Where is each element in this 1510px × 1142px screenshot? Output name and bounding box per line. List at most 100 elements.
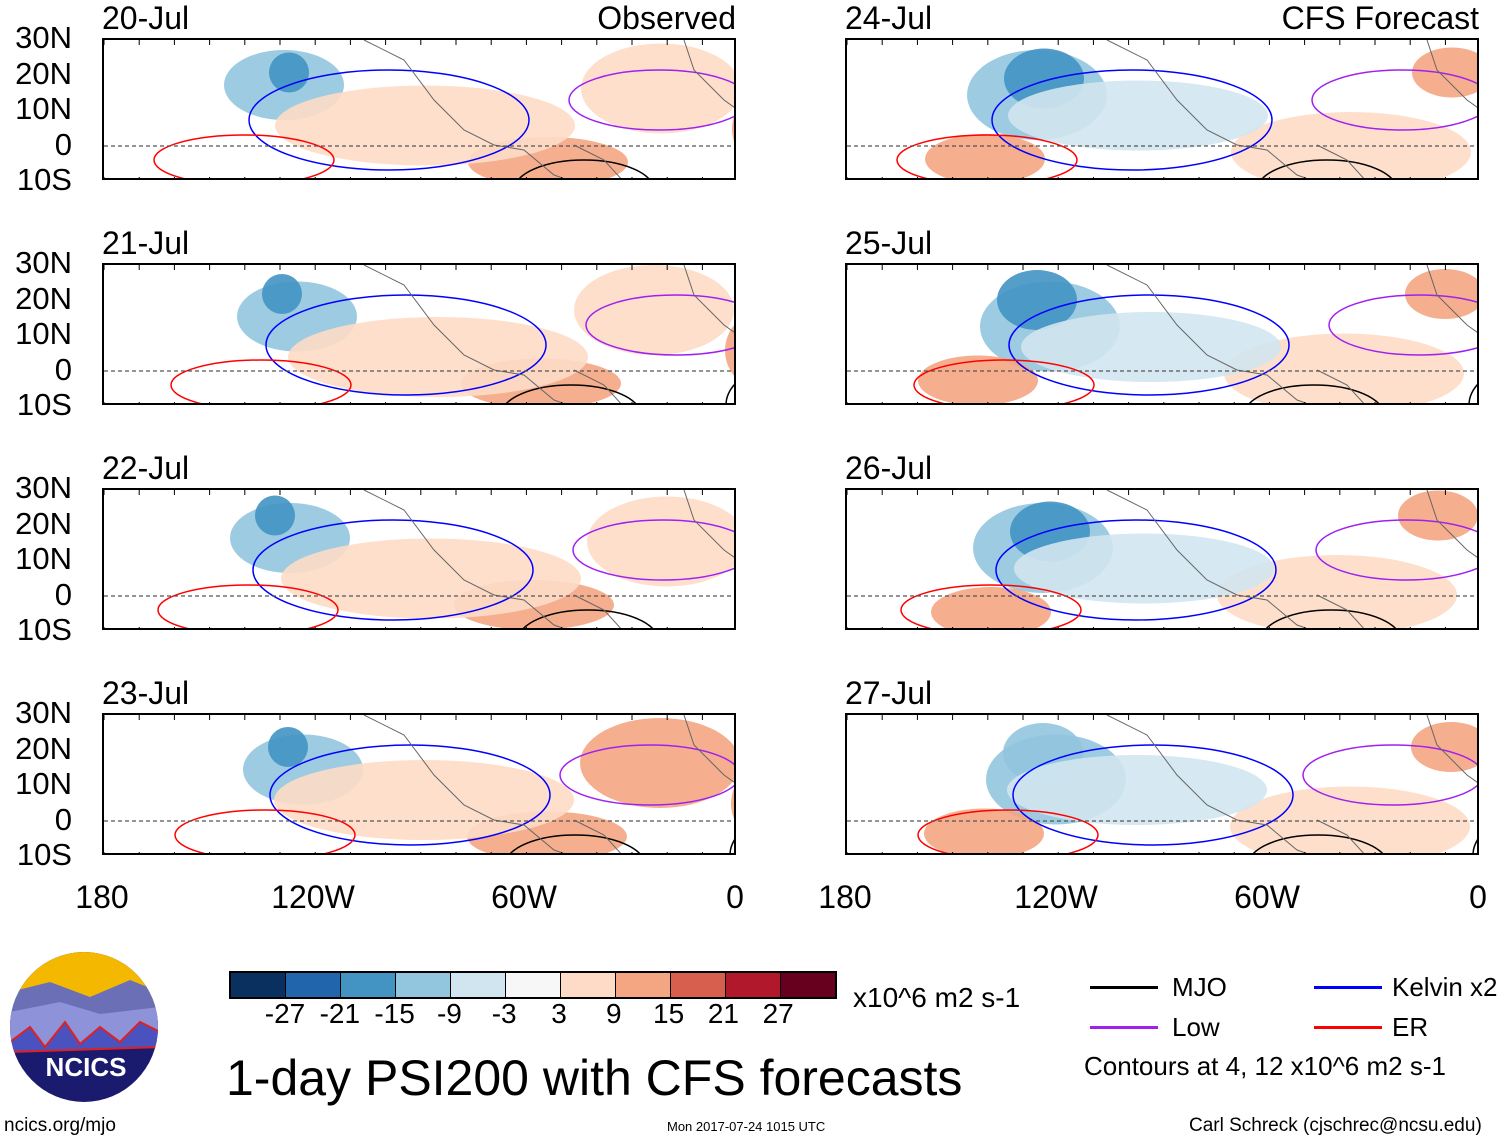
wave-contour (252, 519, 534, 621)
colorbar-swatch (341, 973, 396, 997)
wave-contour (153, 134, 335, 178)
map-panel (845, 488, 1479, 630)
panel-date: 27-Jul (845, 675, 933, 711)
map-panel (845, 263, 1479, 405)
wave-contour (269, 744, 551, 846)
wave-contour (1261, 159, 1393, 178)
psi-anomaly-blob (924, 808, 1044, 853)
panel-date: 20-Jul (102, 0, 190, 36)
colorbar-label: 15 (653, 998, 685, 1029)
wave-contour (1252, 834, 1384, 853)
psi-anomaly-blob (1007, 755, 1267, 825)
lon-label: 60W (1234, 879, 1300, 915)
legend-kelvin-line (1314, 986, 1382, 989)
legend-contours-note: Contours at 4, 12 x10^6 m2 s-1 (1084, 1051, 1446, 1081)
wave-contour (1311, 69, 1477, 131)
colorbar-label: 3 (551, 998, 567, 1029)
panel-source-label: Observed (597, 0, 736, 36)
coastline (363, 490, 734, 628)
coastline (363, 40, 734, 178)
lat-label: 0 (54, 126, 72, 162)
lon-label: 120W (271, 879, 355, 915)
lon-label: 180 (75, 879, 129, 915)
wave-contour (157, 584, 339, 628)
wave-contour (991, 69, 1273, 171)
legend-kelvin: Kelvin x2 (1392, 972, 1498, 1002)
map-panel (102, 488, 736, 630)
psi-anomaly-blob (997, 270, 1077, 330)
logo-text: NCICS (46, 1052, 127, 1082)
colorbar-units: x10^6 m2 s-1 (853, 982, 1021, 1013)
psi-anomaly-blob (1014, 533, 1274, 604)
colorbar-label: -9 (436, 998, 462, 1029)
lat-label: 10N (15, 91, 72, 126)
wave-contour (572, 519, 734, 581)
footer-url[interactable]: ncics.org/mjo (4, 1115, 116, 1136)
legend-er: ER (1392, 1012, 1429, 1042)
ncics-logo: NCICS (10, 952, 158, 1102)
psi-anomaly-blob (1230, 786, 1470, 853)
colorbar-label: -21 (319, 998, 361, 1029)
colorbar-swatch (726, 973, 781, 997)
psi-anomaly-blob (269, 52, 309, 93)
psi-anomaly-blob (925, 134, 1045, 178)
psi-anomaly-blob (281, 538, 581, 619)
lat-label: 10S (16, 162, 72, 197)
map-panel (845, 713, 1479, 855)
colorbar-swatch (781, 973, 835, 997)
lat-label: 20N (15, 505, 72, 541)
psi-anomaly-blob (918, 355, 1038, 403)
colorbar-label: 27 (762, 998, 794, 1029)
coastline (363, 265, 734, 403)
wave-contour (505, 384, 637, 403)
lat-label: 10N (15, 766, 72, 801)
wave-contour (1328, 294, 1477, 356)
psi-anomaly-blob (1405, 269, 1477, 319)
psi-anomaly-blob (1231, 112, 1471, 178)
colorbar-label: -27 (264, 998, 306, 1029)
panel-date: 25-Jul (845, 225, 933, 261)
wave-contour (1012, 744, 1294, 846)
panel-source-label: CFS Forecast (1281, 0, 1479, 36)
wave-contour (1248, 384, 1380, 403)
lat-label: 30N (15, 470, 72, 505)
wave-contour (559, 744, 734, 806)
lat-label: 0 (54, 351, 72, 387)
psi-anomaly-blob (732, 116, 734, 142)
psi-anomaly-blob (274, 760, 574, 840)
psi-anomaly-blob (275, 85, 575, 166)
lat-label: 10S (16, 387, 72, 422)
figure-title: 1-day PSI200 with CFS forecasts (226, 1050, 963, 1106)
psi-anomaly-blob (1411, 722, 1477, 772)
colorbar-label: 21 (707, 998, 739, 1029)
psi-anomaly-blob (1224, 333, 1464, 403)
wave-contour (995, 519, 1277, 621)
wave-contour (900, 584, 1082, 628)
lat-label: 0 (54, 576, 72, 612)
wave-contour (1302, 744, 1477, 806)
colorbar-label: -3 (491, 998, 517, 1029)
footer-timestamp: Mon 2017-07-24 1015 UTC (667, 1119, 826, 1134)
map-panel (102, 263, 736, 405)
psi-anomaly-blob (1412, 47, 1477, 98)
colorbar-swatch (506, 973, 561, 997)
lat-label: 10N (15, 316, 72, 351)
colorbar-swatch (616, 973, 671, 997)
wave-contour (585, 294, 734, 356)
psi-anomaly-blob (587, 496, 734, 587)
panel-date: 21-Jul (102, 225, 190, 261)
psi-anomaly-blob (1008, 80, 1268, 151)
lat-label: 10S (16, 612, 72, 647)
wave-contour (568, 69, 734, 131)
colorbar (229, 971, 837, 999)
colorbar-swatch (671, 973, 726, 997)
map-panel (102, 713, 736, 855)
colorbar-label: 9 (606, 998, 622, 1029)
psi-anomaly-blob (931, 587, 1051, 628)
wave-contour (518, 159, 650, 178)
psi-anomaly-blob (1021, 312, 1281, 382)
psi-anomaly-blob (1217, 555, 1457, 628)
legend-er-line (1314, 1026, 1382, 1029)
wave-contour (1008, 294, 1290, 396)
panel-date: 22-Jul (102, 450, 190, 486)
